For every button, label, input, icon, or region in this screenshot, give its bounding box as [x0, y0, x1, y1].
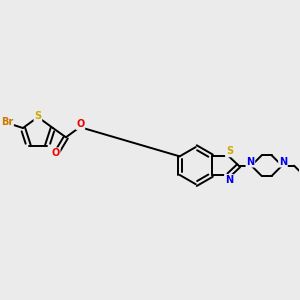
Text: Br: Br	[1, 117, 13, 127]
Text: S: S	[34, 111, 41, 121]
Text: O: O	[76, 119, 85, 129]
Text: O: O	[52, 148, 60, 158]
Text: S: S	[226, 146, 233, 157]
Text: N: N	[246, 157, 254, 167]
Text: N: N	[225, 175, 233, 185]
Text: N: N	[279, 157, 287, 167]
